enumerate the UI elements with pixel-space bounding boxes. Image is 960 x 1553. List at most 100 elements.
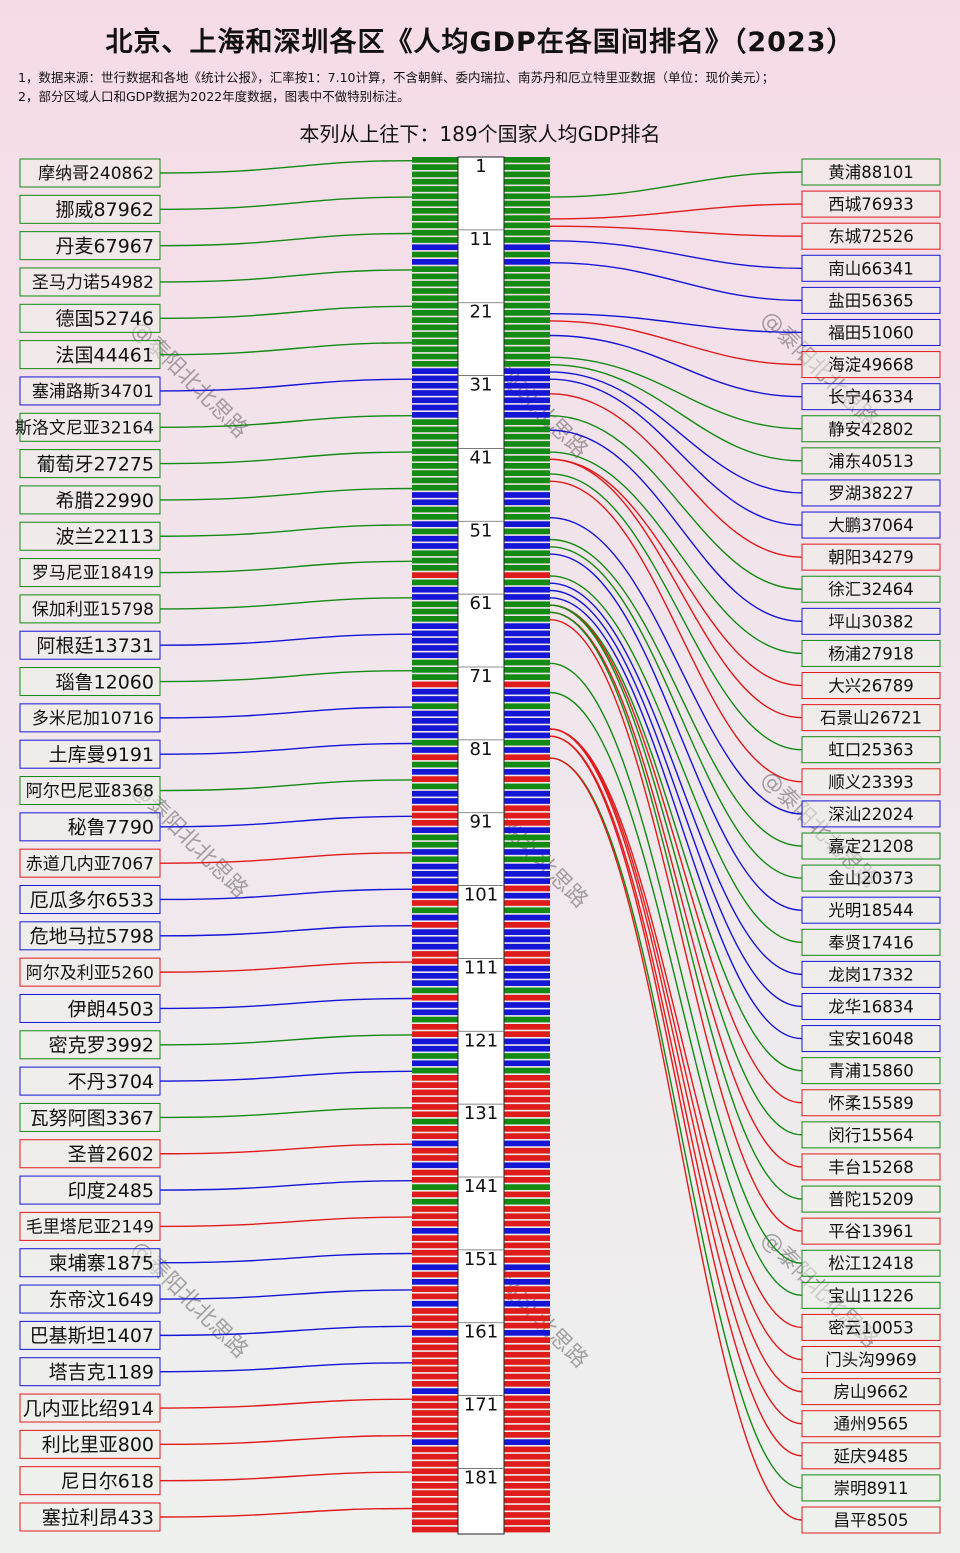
country-label-box	[19, 1248, 161, 1278]
stripe-left	[412, 251, 458, 258]
district-label: 光明18544	[828, 901, 914, 920]
stripe-left	[412, 1096, 458, 1103]
stripe-left	[412, 514, 458, 520]
stripe-left	[412, 1519, 458, 1526]
stripe-left	[412, 834, 458, 841]
stripe-right	[504, 1126, 550, 1132]
stripe-right	[504, 1067, 550, 1074]
stripe-left	[412, 1249, 458, 1256]
district-connector	[549, 171, 803, 198]
stripe-left	[412, 805, 458, 812]
stripe-left	[412, 441, 458, 447]
district-label-box	[801, 736, 941, 764]
district-connector	[549, 757, 803, 1521]
stripe-left	[412, 1461, 458, 1467]
stripe-right	[504, 1045, 550, 1052]
district-connector	[549, 480, 803, 783]
stripe-left	[412, 1410, 458, 1416]
stripe-right	[504, 900, 550, 906]
stripe-left	[412, 1322, 458, 1329]
country-label: 秘鲁7790	[68, 817, 154, 839]
country-label-box	[19, 1139, 161, 1169]
stripe-left	[412, 1016, 458, 1023]
stripe-left	[412, 1009, 458, 1016]
stripe-right	[504, 994, 550, 1001]
district-label-box	[801, 1378, 941, 1406]
district-label: 延庆9485	[834, 1447, 909, 1466]
country-connector	[159, 779, 413, 792]
country-label-box	[19, 340, 161, 370]
stripe-right	[504, 1009, 550, 1016]
country-label: 波兰22113	[56, 526, 154, 548]
district-label-box	[801, 1249, 941, 1277]
stripe-left	[412, 535, 458, 542]
country-connector	[159, 669, 413, 683]
district-label-box	[801, 158, 941, 186]
district-connector	[549, 473, 803, 751]
district-label-box	[801, 1217, 941, 1245]
stripe-left	[412, 1235, 458, 1241]
district-label-box	[801, 928, 941, 956]
district-label-box	[801, 447, 941, 475]
stripe-left	[412, 710, 458, 717]
district-connector	[549, 589, 803, 1008]
stripe-left	[412, 1198, 458, 1205]
country-label-box	[19, 521, 161, 551]
district-label-box	[801, 768, 941, 796]
stripe-right	[504, 1155, 550, 1161]
country-label: 毛里塔尼亚2149	[26, 1218, 154, 1238]
stripe-left	[412, 586, 458, 593]
stripe-left	[412, 455, 458, 462]
stripe-right	[504, 958, 550, 965]
stripe-left	[412, 397, 458, 404]
country-label-box	[19, 1175, 161, 1205]
district-connector	[549, 393, 803, 558]
country-label: 丹麦67967	[56, 235, 154, 257]
rank-tick-label: 51	[470, 520, 493, 541]
country-label-box	[19, 993, 161, 1023]
district-label-box	[801, 800, 941, 828]
country-label-box	[19, 776, 161, 806]
stripe-left	[412, 754, 458, 761]
stripe-right	[504, 892, 550, 899]
district-label: 大兴26789	[828, 677, 914, 696]
district-label-box	[801, 704, 941, 732]
stripe-right	[504, 688, 550, 695]
district-label: 虹口25363	[828, 741, 914, 760]
stripe-left	[412, 616, 458, 622]
stripe-left	[412, 623, 458, 629]
district-label-box	[801, 864, 941, 892]
stripe-right	[504, 353, 550, 360]
stripe-right	[504, 1300, 550, 1307]
stripe-right	[504, 936, 550, 943]
country-label: 瑙鲁12060	[56, 671, 154, 693]
country-label: 法国44461	[56, 344, 154, 366]
stripe-left	[412, 1126, 458, 1132]
district-label: 青浦15860	[828, 1062, 914, 1081]
stripe-left	[412, 1417, 458, 1424]
district-label: 嘉定21208	[828, 837, 914, 856]
stripe-left	[412, 1315, 458, 1322]
stripe-left	[412, 186, 458, 192]
district-label-box	[801, 286, 941, 314]
stripe-left	[412, 674, 458, 680]
stripe-right	[504, 251, 550, 258]
stripe-right	[504, 222, 550, 229]
stripe-left	[412, 1228, 458, 1234]
stripe-left	[412, 579, 458, 586]
district-label-box	[801, 832, 941, 860]
stripe-left	[412, 1184, 458, 1190]
note-line-2: 2，部分区域人口和GDP数据为2022年度数据，图表中不做特别标注。	[18, 89, 410, 104]
country-connector	[159, 597, 413, 610]
stripe-left	[412, 871, 458, 877]
country-connector	[159, 1471, 413, 1482]
stripe-left	[412, 463, 458, 469]
country-connector	[159, 1216, 413, 1228]
stripe-right	[504, 1271, 550, 1278]
stripe-right	[504, 1264, 550, 1271]
country-label-box	[19, 485, 161, 515]
stripe-left	[412, 215, 458, 221]
stripe-left	[412, 922, 458, 928]
stripe-left	[412, 696, 458, 702]
rank-tick-label: 61	[470, 593, 493, 614]
